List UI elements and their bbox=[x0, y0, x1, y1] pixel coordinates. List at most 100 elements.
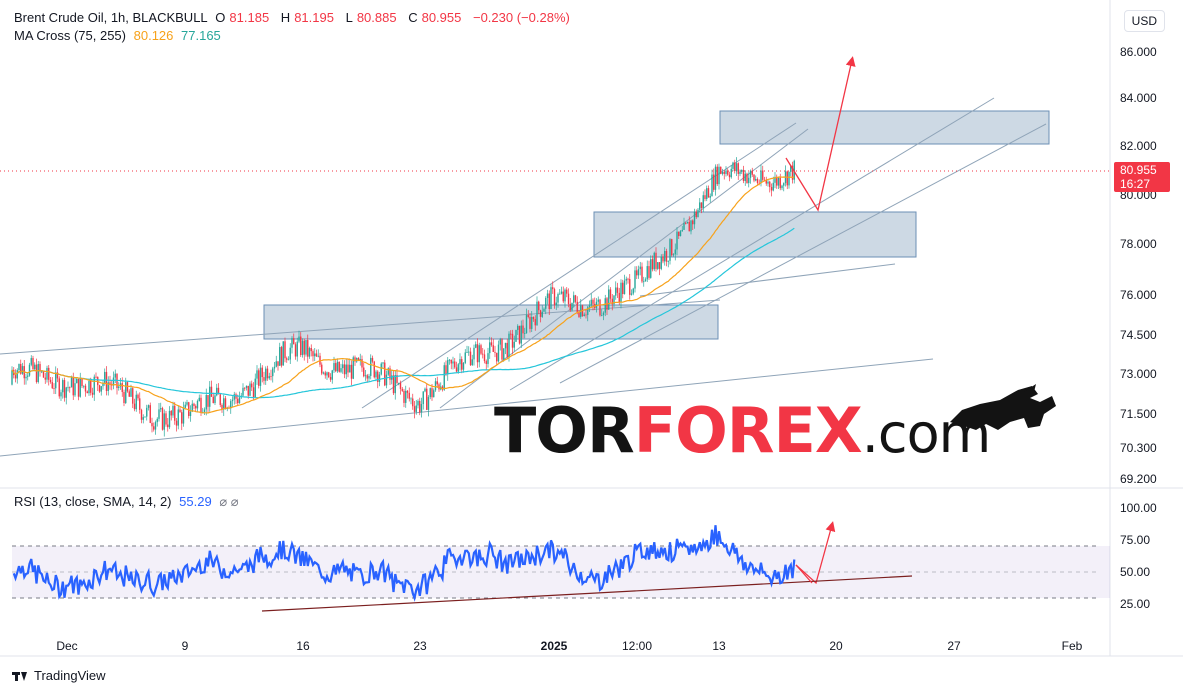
candle-body bbox=[378, 374, 381, 382]
candle-body bbox=[508, 333, 510, 357]
ma-legend[interactable]: MA Cross (75, 255) 80.126 77.165 bbox=[14, 28, 225, 43]
bar-countdown: 16:27 bbox=[1120, 177, 1151, 191]
candle-body bbox=[625, 278, 627, 281]
candle-body bbox=[301, 340, 304, 356]
bull-icon bbox=[950, 384, 1056, 430]
candle-body bbox=[191, 403, 193, 412]
candle-body bbox=[174, 405, 176, 421]
rsi-tick-label: 100.00 bbox=[1120, 501, 1157, 515]
rsi-band bbox=[12, 546, 1110, 598]
candle-body bbox=[252, 387, 255, 397]
candle-body bbox=[340, 368, 342, 372]
candle-body bbox=[310, 348, 312, 352]
rsi-axis[interactable]: 100.00 75.00 50.00 25.00 bbox=[1120, 501, 1157, 611]
rsi-tick-label: 50.00 bbox=[1120, 565, 1150, 579]
candle-body bbox=[413, 406, 416, 412]
candle-body bbox=[567, 293, 570, 304]
candle-body bbox=[203, 409, 206, 413]
candle-body bbox=[144, 416, 146, 418]
candle-body bbox=[457, 364, 459, 372]
l-label: L bbox=[345, 10, 353, 25]
candle-body bbox=[552, 287, 554, 290]
candle-body bbox=[189, 411, 192, 416]
candle-body bbox=[648, 266, 650, 278]
candle-body bbox=[387, 368, 389, 375]
rsi-trend-line[interactable] bbox=[261, 575, 913, 612]
rsi-line[interactable] bbox=[12, 525, 796, 602]
candle-body bbox=[336, 361, 339, 372]
candle-body bbox=[767, 181, 769, 184]
candle-body bbox=[132, 388, 134, 404]
candle-body bbox=[429, 388, 431, 398]
candle-body bbox=[135, 394, 137, 410]
ma75-value: 80.126 bbox=[133, 28, 174, 43]
candle-body bbox=[361, 359, 363, 368]
candle-body bbox=[459, 359, 461, 365]
candle-body bbox=[86, 391, 88, 394]
candle-body bbox=[37, 363, 39, 383]
candle-body bbox=[653, 252, 655, 270]
low-value: 80.885 bbox=[356, 10, 397, 25]
candle-body bbox=[284, 341, 286, 359]
candle-body bbox=[51, 382, 53, 389]
candle-body bbox=[329, 377, 332, 380]
candle-body bbox=[665, 251, 668, 262]
time-tick-label: 20 bbox=[829, 639, 843, 653]
candle-body bbox=[139, 398, 141, 410]
candle-body bbox=[76, 378, 78, 384]
candle-body bbox=[223, 398, 225, 410]
candle-body bbox=[88, 380, 90, 394]
candle-body bbox=[385, 374, 388, 386]
candle-body bbox=[713, 174, 715, 190]
candle-body bbox=[280, 347, 283, 366]
candle-body bbox=[408, 392, 410, 399]
open-value: 81.185 bbox=[229, 10, 270, 25]
annotations[interactable] bbox=[785, 56, 856, 585]
candle-body bbox=[249, 383, 251, 396]
candle-body bbox=[415, 405, 417, 412]
candle-body bbox=[333, 363, 335, 371]
candle-body bbox=[235, 394, 237, 399]
candle-body bbox=[595, 301, 598, 308]
candle-body bbox=[121, 383, 123, 393]
candle-body bbox=[32, 358, 34, 370]
candle-body bbox=[492, 345, 494, 352]
price-tick-label: 71.500 bbox=[1120, 407, 1157, 421]
moving-averages[interactable] bbox=[11, 176, 795, 414]
candle-body bbox=[534, 319, 536, 326]
candle-body bbox=[251, 383, 253, 388]
candle-body bbox=[760, 170, 762, 184]
candle-body bbox=[636, 270, 638, 276]
candle-body bbox=[259, 367, 262, 386]
rsi-legend[interactable]: RSI (13, close, SMA, 14, 2) 55.29 ⌀ ⌀ bbox=[14, 494, 243, 510]
symbol-legend[interactable]: Brent Crude Oil, 1h, BLACKBULL O 81.185 H… bbox=[14, 10, 574, 25]
candle-body bbox=[678, 231, 680, 237]
candle-body bbox=[296, 341, 298, 357]
candle-body bbox=[704, 195, 706, 199]
candle-body bbox=[11, 369, 13, 385]
zones[interactable] bbox=[263, 110, 1050, 340]
candle-body bbox=[564, 289, 566, 302]
candle-body bbox=[525, 315, 528, 334]
candle-body bbox=[529, 316, 531, 329]
candle-body bbox=[576, 301, 578, 313]
candle-body bbox=[662, 256, 664, 262]
candle-body bbox=[406, 390, 409, 393]
rsi-hidden-icons[interactable]: ⌀ ⌀ bbox=[219, 494, 239, 509]
candles[interactable] bbox=[11, 157, 795, 437]
candle-body bbox=[104, 371, 106, 383]
currency-button[interactable]: USD bbox=[1123, 10, 1165, 32]
candle-body bbox=[527, 315, 529, 317]
candle-body bbox=[555, 302, 557, 306]
time-axis[interactable]: Dec 9 16 23 2025 12:00 13 20 27 Feb bbox=[56, 639, 1082, 653]
candle-body bbox=[707, 188, 710, 198]
candle-body bbox=[401, 388, 403, 391]
tradingview-branding[interactable]: TradingView bbox=[12, 668, 106, 683]
price-axis[interactable]: 86.00084.00082.00080.00078.00076.00074.5… bbox=[1120, 45, 1157, 486]
candle-body bbox=[140, 409, 143, 420]
candle-body bbox=[790, 165, 792, 172]
candle-body bbox=[623, 280, 626, 295]
candle-body bbox=[791, 165, 794, 180]
candle-body bbox=[559, 293, 561, 295]
